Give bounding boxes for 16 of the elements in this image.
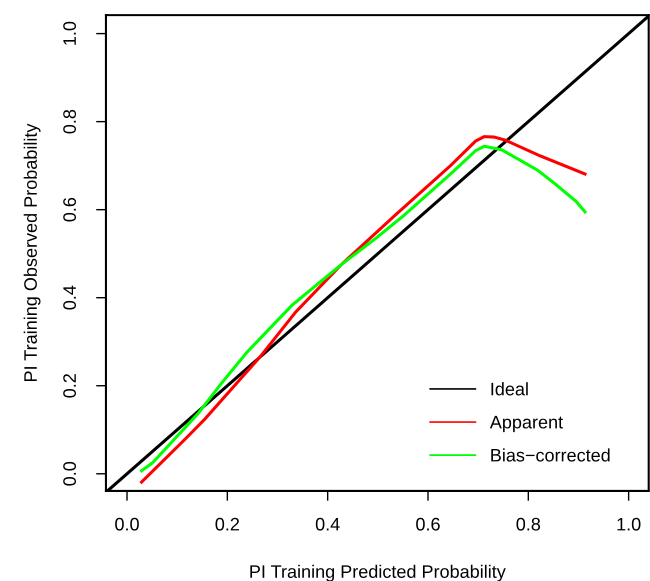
- y-tick-label: 0.4: [63, 286, 76, 310]
- y-tick-label: 0.6: [63, 198, 76, 222]
- y-tick-label: 0.0: [63, 462, 76, 486]
- x-tick-label: 0.8: [516, 518, 540, 531]
- x-tick-label: 0.4: [316, 518, 340, 531]
- x-tick-label: 0.6: [416, 518, 440, 531]
- legend-label: Apparent: [490, 416, 563, 432]
- y-tick-label: 0.8: [63, 110, 76, 134]
- y-tick-label: 1.0: [63, 22, 76, 45]
- legend-label: Bias−corrected: [491, 448, 610, 462]
- x-tick-label: 0.2: [216, 518, 239, 531]
- x-tick-label: 0.0: [115, 518, 139, 531]
- legend-label: Ideal: [491, 382, 528, 396]
- x-tick-label: 1.0: [617, 518, 640, 531]
- y-tick-label: 0.2: [63, 374, 76, 398]
- y-axis-title: PI Training Observed Probability: [24, 124, 41, 381]
